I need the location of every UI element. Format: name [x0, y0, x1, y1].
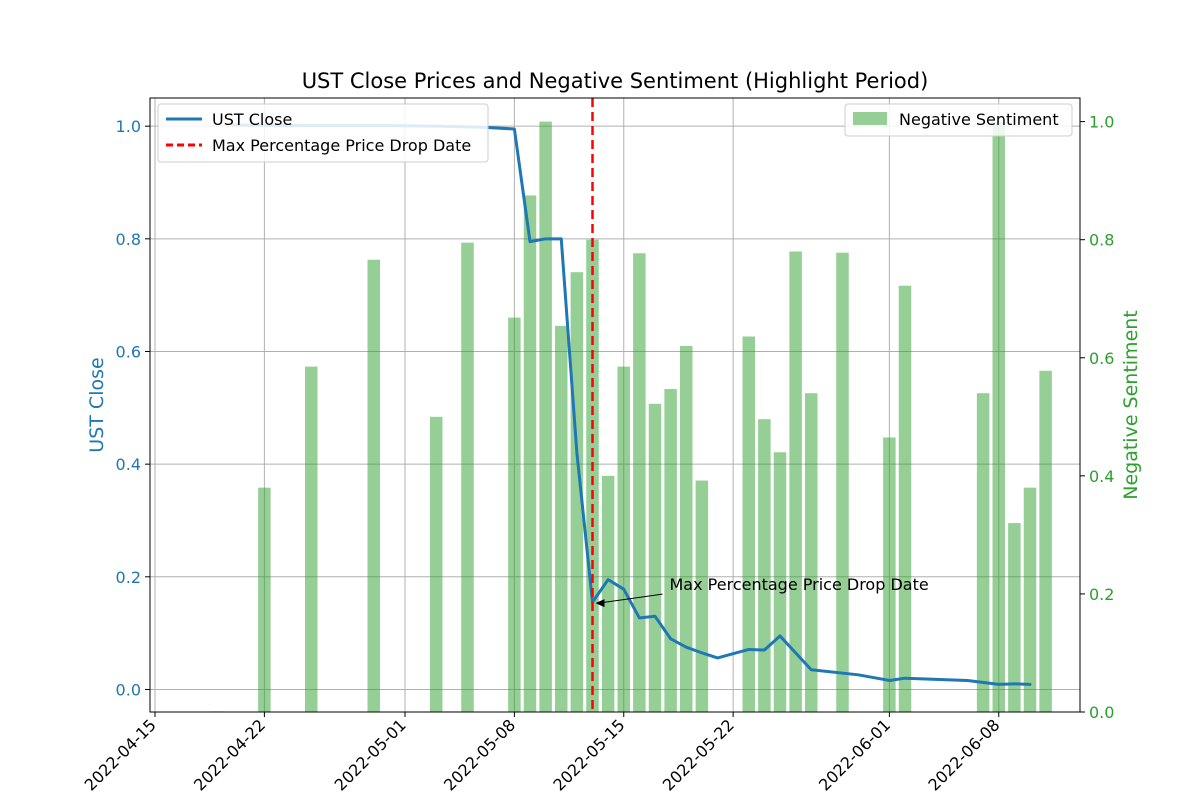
y-right-tick-label: 0.2: [1089, 585, 1114, 604]
sentiment-bar: [367, 259, 380, 712]
grid-layer: [150, 98, 1080, 712]
sentiment-bar: [601, 475, 615, 712]
sentiment-bar: [695, 480, 709, 712]
y-right-tick-label: 1.0: [1089, 113, 1114, 132]
line-layer: [231, 123, 1032, 686]
sentiment-bar: [461, 242, 474, 712]
y-right-tick-label: 0.4: [1089, 467, 1114, 486]
y-left-tick-label: 0.6: [116, 342, 141, 361]
sentiment-bar: [430, 416, 443, 712]
bars-layer: [211, 121, 1052, 713]
sentiment-bar: [648, 403, 662, 712]
annotation-text: Max Percentage Price Drop Date: [670, 575, 929, 594]
y-left-tick-label: 0.4: [116, 455, 141, 474]
sentiment-bar: [992, 121, 1005, 713]
sentiment-bar: [539, 121, 552, 713]
sentiment-bar: [508, 317, 521, 712]
y-right-tick-label: 0.6: [1089, 349, 1114, 368]
legend-left: UST Close Max Percentage Price Drop Date: [157, 103, 489, 163]
sentiment-bar: [1023, 487, 1037, 712]
y-axis-left-label: UST Close: [86, 357, 108, 452]
sentiment-bar: [898, 285, 912, 712]
legend-bar-swatch: [853, 112, 887, 125]
legend-left-frame: [157, 103, 489, 163]
x-tick-label: 2022-06-01: [815, 715, 894, 794]
sentiment-bar: [523, 195, 537, 713]
y-axis-right-label: Negative Sentiment: [1120, 310, 1142, 500]
chart-title: UST Close Prices and Negative Sentiment …: [302, 69, 929, 93]
ust-close-line: [231, 123, 1032, 686]
legend-entry-negative-sentiment: Negative Sentiment: [899, 110, 1059, 129]
y-right-tick-label: 0.0: [1089, 703, 1114, 722]
sentiment-bar: [305, 366, 318, 712]
sentiment-bar: [805, 393, 818, 712]
sentiment-bar: [883, 437, 896, 712]
sentiment-bar: [680, 345, 693, 712]
sentiment-bar: [586, 239, 599, 712]
x-tick-label: 2022-05-01: [331, 715, 410, 794]
x-tick-label: 2022-05-22: [659, 715, 738, 794]
sentiment-bar: [1008, 523, 1021, 712]
legend-entry-ust-close: UST Close: [212, 110, 292, 129]
annotation-arrow-head: [595, 599, 605, 608]
annotation-arrow-shaft: [598, 593, 663, 604]
sentiment-bar: [258, 487, 271, 712]
sentiment-bar: [570, 272, 584, 712]
legend-entry-max-drop: Max Percentage Price Drop Date: [212, 136, 471, 155]
y-left-tick-label: 1.0: [116, 117, 141, 136]
x-tick-label: 2022-04-15: [81, 715, 160, 794]
annotation-layer: Max Percentage Price Drop Date: [595, 575, 929, 608]
x-tick-label: 2022-05-15: [549, 715, 628, 794]
y-right-tick-label: 0.8: [1089, 231, 1114, 250]
sentiment-bar: [976, 393, 990, 712]
x-tick-label: 2022-05-08: [440, 715, 519, 794]
sentiment-bar: [836, 252, 849, 712]
plot-frame: [149, 97, 1081, 713]
y-left-tick-label: 0.8: [116, 230, 141, 249]
sentiment-bar: [742, 336, 755, 712]
sentiment-bar: [633, 253, 646, 712]
sentiment-bar: [758, 419, 771, 712]
legend-right: Negative Sentiment: [844, 103, 1073, 137]
x-tick-label: 2022-06-08: [924, 715, 1003, 794]
sentiment-bar: [664, 389, 677, 712]
sentiment-bar: [617, 366, 630, 712]
y-left-tick-label: 0.2: [116, 568, 141, 587]
y-left-tick-label: 0.0: [116, 680, 141, 699]
sentiment-bar: [789, 251, 802, 712]
x-tick-label: 2022-04-22: [190, 715, 269, 794]
legend-right-frame: [844, 103, 1073, 137]
sentiment-bar: [773, 452, 787, 712]
sentiment-bar: [1039, 370, 1052, 712]
sentiment-bar: [555, 325, 568, 712]
